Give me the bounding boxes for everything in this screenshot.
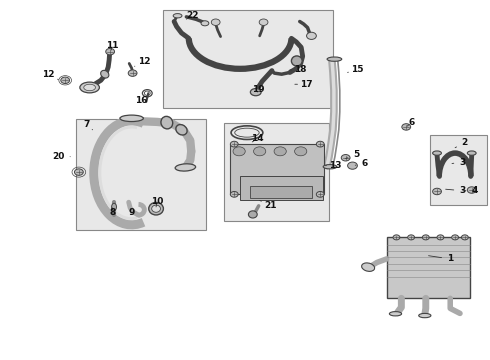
Text: 1: 1 [429, 255, 453, 264]
Circle shape [341, 154, 350, 161]
Ellipse shape [120, 115, 144, 122]
Circle shape [462, 235, 468, 240]
Ellipse shape [292, 56, 302, 66]
Text: 6: 6 [407, 118, 414, 127]
Circle shape [230, 192, 238, 197]
Ellipse shape [84, 84, 96, 91]
Text: 10: 10 [151, 197, 163, 207]
Text: 12: 12 [135, 57, 150, 66]
Bar [240, 176, 323, 200]
Ellipse shape [418, 314, 431, 318]
Ellipse shape [274, 147, 286, 156]
Circle shape [307, 32, 317, 40]
Text: 4: 4 [463, 186, 478, 195]
Ellipse shape [112, 203, 117, 211]
Circle shape [402, 124, 411, 130]
Ellipse shape [390, 312, 402, 316]
Text: 11: 11 [106, 41, 119, 50]
Ellipse shape [433, 151, 441, 155]
Text: 13: 13 [326, 161, 342, 170]
Circle shape [437, 235, 444, 240]
Circle shape [422, 235, 429, 240]
Ellipse shape [248, 211, 257, 218]
Ellipse shape [152, 205, 160, 212]
Circle shape [317, 192, 324, 197]
Text: 16: 16 [135, 96, 147, 105]
Ellipse shape [253, 147, 266, 156]
Ellipse shape [100, 70, 109, 78]
Ellipse shape [173, 14, 182, 18]
Text: 3: 3 [452, 158, 466, 167]
Ellipse shape [149, 202, 163, 215]
Circle shape [106, 48, 115, 55]
Ellipse shape [327, 57, 342, 61]
Text: 9: 9 [128, 208, 135, 217]
Text: 15: 15 [347, 65, 364, 74]
Text: 3: 3 [445, 186, 466, 195]
Text: 17: 17 [295, 80, 313, 89]
Circle shape [259, 19, 268, 26]
Text: 22: 22 [186, 11, 199, 20]
Bar [230, 144, 324, 194]
Text: 19: 19 [252, 85, 265, 94]
Circle shape [408, 235, 415, 240]
Text: 20: 20 [52, 152, 70, 161]
Circle shape [467, 187, 476, 193]
Circle shape [433, 188, 441, 195]
Circle shape [347, 162, 357, 169]
Circle shape [128, 70, 137, 76]
Circle shape [317, 141, 324, 147]
Ellipse shape [250, 89, 261, 96]
Text: 21: 21 [260, 201, 277, 210]
Text: 2: 2 [455, 138, 468, 148]
Ellipse shape [467, 151, 476, 155]
Ellipse shape [362, 263, 375, 271]
Text: 8: 8 [110, 208, 116, 217]
Ellipse shape [201, 21, 209, 26]
Ellipse shape [233, 147, 245, 156]
Text: 7: 7 [83, 120, 93, 130]
Bar [387, 237, 470, 298]
Circle shape [61, 77, 70, 84]
Circle shape [211, 19, 220, 26]
Circle shape [452, 235, 459, 240]
Text: 12: 12 [42, 70, 58, 80]
Circle shape [74, 169, 83, 175]
Bar [76, 119, 206, 230]
Text: 5: 5 [345, 150, 360, 159]
Ellipse shape [294, 147, 307, 156]
Text: 14: 14 [251, 134, 264, 143]
Bar [223, 123, 329, 221]
Bar [430, 135, 487, 205]
Ellipse shape [175, 164, 196, 171]
Bar [250, 186, 313, 198]
Circle shape [393, 235, 400, 240]
Ellipse shape [323, 165, 337, 169]
Ellipse shape [161, 116, 172, 129]
Circle shape [230, 141, 238, 147]
Text: 6: 6 [355, 159, 368, 168]
Ellipse shape [80, 82, 99, 93]
Ellipse shape [176, 125, 187, 135]
Text: 18: 18 [290, 66, 307, 75]
Bar [163, 10, 333, 108]
